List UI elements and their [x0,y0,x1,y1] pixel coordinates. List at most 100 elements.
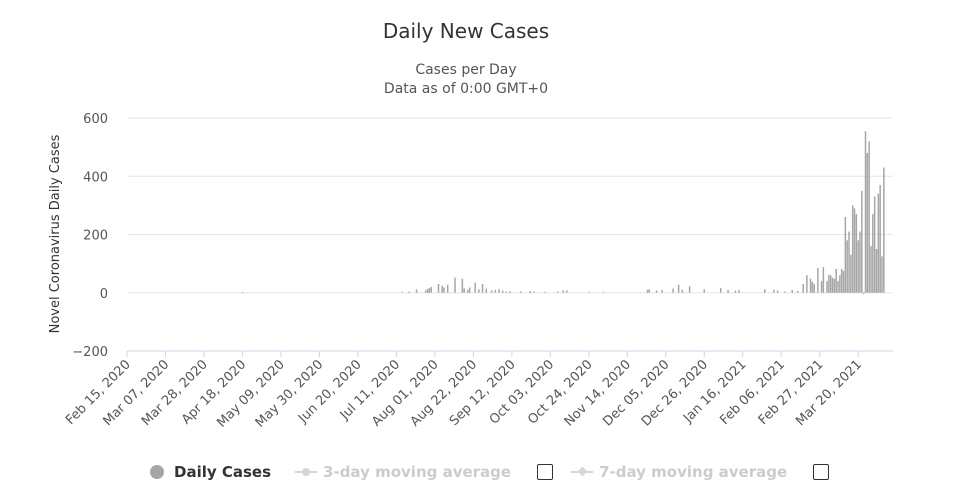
bar[interactable] [415,289,418,293]
bar[interactable] [454,277,456,293]
bar[interactable] [556,291,559,293]
bar[interactable] [727,289,729,293]
bar[interactable] [817,267,819,293]
bar[interactable] [474,282,476,293]
bar[interactable] [703,289,706,293]
bar[interactable] [773,289,775,293]
bar[interactable] [873,196,876,293]
bar[interactable] [859,231,861,293]
bar[interactable] [241,292,244,293]
bar[interactable] [461,278,464,293]
bar[interactable] [802,284,804,293]
bar[interactable] [840,268,843,293]
bar[interactable] [494,289,497,293]
bar[interactable] [719,288,722,293]
bar[interactable] [879,184,881,293]
bar[interactable] [826,281,828,293]
bar[interactable] [655,290,658,293]
bar[interactable] [672,288,674,293]
bar[interactable] [855,214,858,293]
legend-item-daily-cases[interactable]: Daily Cases [150,463,271,481]
bar[interactable] [498,289,500,293]
bar[interactable] [566,290,568,293]
bar[interactable] [864,131,867,293]
bar[interactable] [833,278,836,293]
bar[interactable] [820,281,823,293]
legend-item-7-day-average[interactable]: 7-day moving average [571,463,787,481]
checkbox-7-day-average[interactable] [813,464,830,480]
bar[interactable] [861,190,863,293]
bar[interactable] [848,231,850,293]
bar[interactable] [813,284,815,293]
bar[interactable] [478,289,480,293]
bar[interactable] [688,286,691,293]
bar[interactable] [588,291,590,293]
bar[interactable] [509,291,511,293]
bar[interactable] [853,208,856,293]
bar[interactable] [791,289,793,293]
bar[interactable] [428,288,431,293]
checkbox-3-day-average[interactable] [537,464,554,480]
bar[interactable] [463,288,465,293]
bar[interactable] [875,249,878,293]
bar[interactable] [677,284,680,293]
bar[interactable] [661,289,663,293]
bar[interactable] [868,141,870,293]
bar[interactable] [877,193,880,293]
bar[interactable] [505,291,508,293]
bar[interactable] [481,284,484,293]
bar[interactable] [544,291,546,293]
bar[interactable] [443,287,445,293]
bar[interactable] [520,291,522,293]
bar[interactable] [485,288,487,293]
bar[interactable] [468,287,471,293]
bar[interactable] [883,167,885,293]
bar[interactable] [501,290,504,293]
bar[interactable] [831,277,834,293]
bar[interactable] [784,291,786,293]
bar[interactable] [648,289,651,293]
bar[interactable] [866,152,869,293]
bar[interactable] [763,289,766,293]
bar[interactable] [437,284,440,293]
bar[interactable] [533,291,535,293]
bar[interactable] [467,289,469,293]
bar[interactable] [430,286,432,293]
bar[interactable] [850,254,852,293]
bar[interactable] [870,246,872,293]
bar[interactable] [862,292,865,295]
bar[interactable] [835,268,837,293]
bar[interactable] [837,281,839,293]
bar[interactable] [822,267,825,293]
bar[interactable] [646,289,649,293]
bar[interactable] [401,291,403,293]
bar[interactable] [738,290,740,293]
bar[interactable] [796,291,799,293]
bar[interactable] [809,278,812,293]
bar[interactable] [857,240,859,293]
bar[interactable] [842,270,845,293]
bar[interactable] [424,290,427,293]
bar[interactable] [881,256,883,293]
bar[interactable] [839,275,841,293]
bar[interactable] [446,284,449,293]
bar[interactable] [811,281,814,293]
bar[interactable] [734,290,737,293]
bar[interactable] [681,289,684,293]
bar[interactable] [441,285,443,293]
bar[interactable] [602,291,605,293]
bar[interactable] [776,290,779,293]
bar[interactable] [806,275,808,293]
bar[interactable] [562,290,564,293]
bar[interactable] [844,217,847,293]
legend-item-3-day-average[interactable]: 3-day moving average [295,463,511,481]
bar[interactable] [426,288,429,293]
bar[interactable] [490,290,493,293]
bar[interactable] [829,275,832,293]
bar[interactable] [846,240,848,293]
bar[interactable] [851,205,854,293]
bar[interactable] [408,291,410,293]
bar[interactable] [828,274,830,293]
bar[interactable] [529,291,531,293]
bar[interactable] [872,214,874,293]
